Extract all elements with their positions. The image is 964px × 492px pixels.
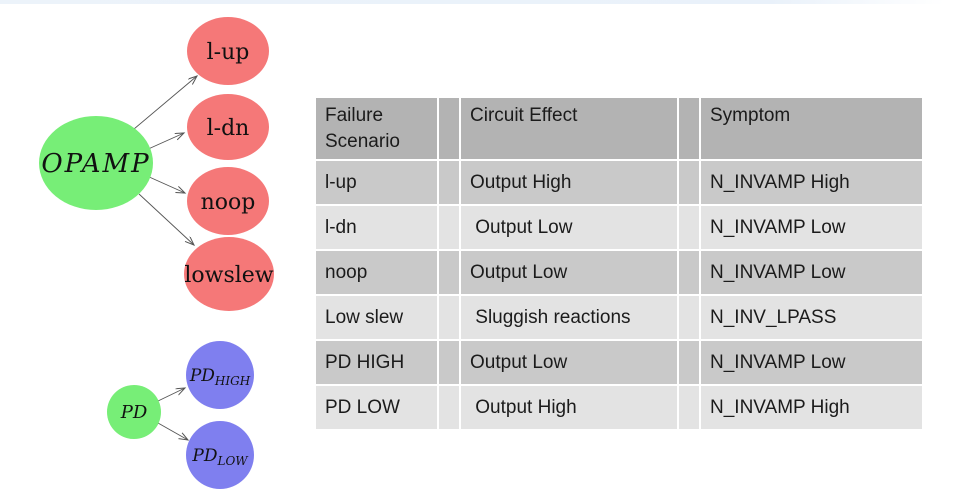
spacer-cell bbox=[439, 386, 459, 430]
cell-scenario: l-up bbox=[316, 161, 437, 205]
table-row: PD LOW Output High N_INVAMP High bbox=[316, 386, 922, 430]
cell-effect: Output Low bbox=[461, 206, 677, 250]
node-ldn-label: l-dn bbox=[207, 116, 250, 141]
node-pdhigh-label: PDHIGH bbox=[189, 366, 251, 388]
pdlow-subscript: LOW bbox=[216, 454, 249, 468]
table-row: l-dn Output Low N_INVAMP Low bbox=[316, 206, 922, 250]
arrow-pd-pdlow bbox=[157, 422, 188, 440]
cell-scenario: noop bbox=[316, 251, 437, 295]
node-pdhigh bbox=[186, 341, 254, 409]
arrow-opamp-lup bbox=[133, 76, 197, 130]
header-symptom: Symptom bbox=[701, 98, 922, 160]
node-lowslew-label: lowslew bbox=[184, 263, 273, 288]
header-failure-scenario: Failure Scenario bbox=[316, 98, 437, 160]
spacer-cell bbox=[679, 251, 699, 295]
spacer-cell bbox=[679, 296, 699, 340]
cell-scenario: PD LOW bbox=[316, 386, 437, 430]
node-lup bbox=[187, 17, 269, 85]
cell-symptom: N_INVAMP High bbox=[701, 386, 922, 430]
arrow-pd-pdhigh bbox=[157, 388, 185, 402]
header-spacer-1 bbox=[439, 98, 459, 160]
node-lowslew bbox=[184, 237, 274, 311]
pdlow-base: PD bbox=[191, 446, 217, 466]
node-opamp-label: OPAMP bbox=[41, 149, 150, 179]
header-circuit-effect: Circuit Effect bbox=[461, 98, 677, 160]
pd-tree-arrows bbox=[157, 388, 188, 440]
cell-effect: Sluggish reactions bbox=[461, 296, 677, 340]
table-row: PD HIGH Output Low N_INVAMP Low bbox=[316, 341, 922, 385]
cell-effect: Output High bbox=[461, 386, 677, 430]
cell-symptom: N_INVAMP Low bbox=[701, 341, 922, 385]
node-noop bbox=[187, 167, 269, 235]
cell-symptom: N_INVAMP High bbox=[701, 161, 922, 205]
node-pd-label: PD bbox=[120, 402, 148, 423]
table-row: noop Output Low N_INVAMP Low bbox=[316, 251, 922, 295]
spacer-cell bbox=[439, 161, 459, 205]
failure-scenario-table: Failure Scenario Circuit Effect Symptom … bbox=[314, 96, 924, 431]
spacer-cell bbox=[439, 341, 459, 385]
table-row: Low slew Sluggish reactions N_INV_LPASS bbox=[316, 296, 922, 340]
spacer-cell bbox=[679, 386, 699, 430]
node-ldn bbox=[187, 94, 269, 160]
spacer-cell bbox=[439, 251, 459, 295]
arrow-opamp-ldn bbox=[145, 133, 184, 151]
cell-scenario: PD HIGH bbox=[316, 341, 437, 385]
spacer-cell bbox=[679, 161, 699, 205]
node-opamp bbox=[39, 116, 153, 210]
cell-symptom: N_INV_LPASS bbox=[701, 296, 922, 340]
cell-effect: Output Low bbox=[461, 341, 677, 385]
node-lup-label: l-up bbox=[207, 40, 250, 65]
header-spacer-2 bbox=[679, 98, 699, 160]
cell-scenario: Low slew bbox=[316, 296, 437, 340]
cell-effect: Output High bbox=[461, 161, 677, 205]
node-pdlow-label: PDLOW bbox=[191, 446, 249, 468]
node-pd bbox=[107, 385, 161, 439]
spacer-cell bbox=[679, 341, 699, 385]
cell-scenario: l-dn bbox=[316, 206, 437, 250]
arrow-opamp-lowslew bbox=[138, 193, 194, 245]
table-row: l-up Output High N_INVAMP High bbox=[316, 161, 922, 205]
pdhigh-base: PD bbox=[189, 366, 215, 386]
top-accent-strip bbox=[0, 0, 964, 4]
opamp-tree-arrows bbox=[133, 76, 197, 245]
spacer-cell bbox=[439, 206, 459, 250]
cell-effect: Output Low bbox=[461, 251, 677, 295]
cell-symptom: N_INVAMP Low bbox=[701, 206, 922, 250]
node-pdlow bbox=[186, 421, 254, 489]
spacer-cell bbox=[679, 206, 699, 250]
cell-symptom: N_INVAMP Low bbox=[701, 251, 922, 295]
pdhigh-subscript: HIGH bbox=[214, 374, 251, 388]
node-noop-label: noop bbox=[201, 190, 256, 215]
arrow-opamp-noop bbox=[146, 175, 185, 193]
spacer-cell bbox=[439, 296, 459, 340]
table-header-row: Failure Scenario Circuit Effect Symptom bbox=[316, 98, 922, 160]
